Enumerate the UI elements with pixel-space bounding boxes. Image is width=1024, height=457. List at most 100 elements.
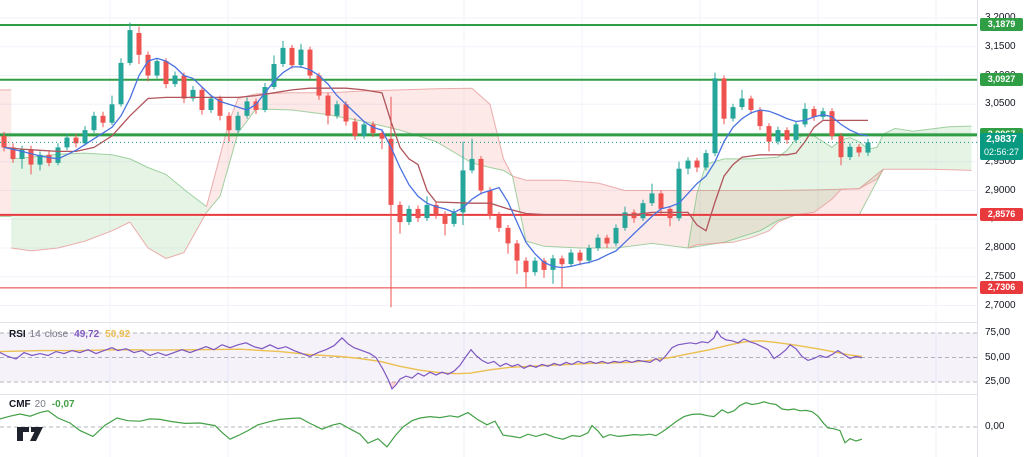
candle-body [739,98,745,108]
candle-body [694,160,700,168]
last-price-label[interactable]: 2,9837 02:56:27 [980,132,1023,160]
candle-body [667,208,673,219]
candle-body [100,115,106,123]
candle-body [658,193,664,209]
candle-body [829,111,835,136]
candle-body [541,260,547,270]
price-tick-label: 25,00 [985,376,1011,387]
price-tick-label: 0,00 [985,421,1005,432]
candle-body [262,87,268,110]
candle-body [703,153,709,168]
price-tick-label: 2,9000 [985,184,1016,196]
candle-body [577,252,583,261]
senkou-b-line [11,212,207,259]
tradingview-logo[interactable] [16,424,52,444]
rsi-source: close [44,329,69,340]
candle-body [10,147,16,159]
candle-body [802,108,808,125]
candle-body [1,135,7,148]
candle-body [325,95,331,116]
tenkan-line [3,57,869,269]
candle-body [289,47,295,66]
price-tick-label: 50,00 [985,351,1011,363]
candle-body [478,158,484,191]
candle-body [865,142,871,153]
cmf-title[interactable]: CMF [9,399,31,410]
senkou-a-line [512,168,884,191]
cmf-period: 20 [34,399,46,410]
price-tick-label: 3,1500 [985,40,1016,52]
candle-body [154,61,160,76]
candle-body [190,89,196,99]
candle-body [856,146,862,153]
candle-body [640,203,646,219]
rsi-ma-value: 50,92 [105,329,131,340]
rsi-title[interactable]: RSI [9,329,26,340]
rsi-band [0,333,977,382]
candle-body [424,204,430,219]
candle-body [316,75,322,96]
candle-body [514,243,520,261]
candle-body [775,130,781,142]
candle-body [307,49,313,76]
candle-body [712,78,718,154]
candle-body [271,64,277,87]
candle-body [847,146,853,158]
bar-countdown: 02:56:27 [983,146,1020,157]
candle-body [181,75,187,99]
senkou-b-line [687,168,972,249]
price-level-chip[interactable]: 2,7306 [980,281,1023,295]
price-tick-label: 75,00 [985,327,1011,338]
ichimoku-cloud [0,89,12,217]
candle-body [451,212,457,224]
price-axis[interactable]: 3,20003,15003,10003,05003,00002,95002,90… [977,0,1024,457]
candle-body [532,260,538,273]
price-tick-label: 3,0500 [985,98,1016,110]
candle-body [244,101,250,116]
candle-body [145,54,151,76]
kijun-line [3,87,868,232]
candle-body [208,98,214,110]
candle-body [64,137,70,148]
candle-body [46,154,52,163]
candle-body [361,124,367,136]
candle-body [784,130,790,140]
candle-body [253,101,259,110]
candle-body [163,61,169,85]
price-tick-label: 2,7500 [985,270,1016,282]
price-tick-label: 2,7000 [985,299,1016,311]
candle-body [442,214,448,224]
cmf-legend: CMF 20 -0,07 [9,399,75,410]
candle-body [586,248,592,261]
candle-body [19,149,25,159]
candle-body [433,204,439,215]
price-level-chip[interactable]: 2,8576 [980,208,1023,222]
candle-body [793,124,799,140]
price-level-chip[interactable]: 3,1879 [980,18,1023,32]
candle-body [37,154,43,165]
candle-body [370,124,376,133]
candle-body [280,47,286,64]
ichimoku-cloud [512,169,884,248]
candle-body [676,168,682,219]
candle-body [55,147,61,163]
rsi-value: 49,72 [74,329,100,340]
candle-body [199,89,205,110]
candle-body [73,137,79,144]
candle-body [217,98,223,116]
ichimoku-cloud [11,153,207,259]
price-level-chip[interactable]: 3,0927 [980,73,1023,87]
candle-body [469,158,475,171]
candle-body [82,130,88,144]
candle-body [28,149,34,165]
price-tick-label: 2,9500 [985,155,1016,167]
candle-body [397,204,403,223]
candle-body [118,62,124,105]
ichimoku-cloud [688,126,972,248]
candle-body [550,258,556,270]
candle-body [334,104,340,116]
candle-body [685,160,691,169]
candle-body [748,98,754,110]
cmf-value: -0,07 [51,399,75,410]
